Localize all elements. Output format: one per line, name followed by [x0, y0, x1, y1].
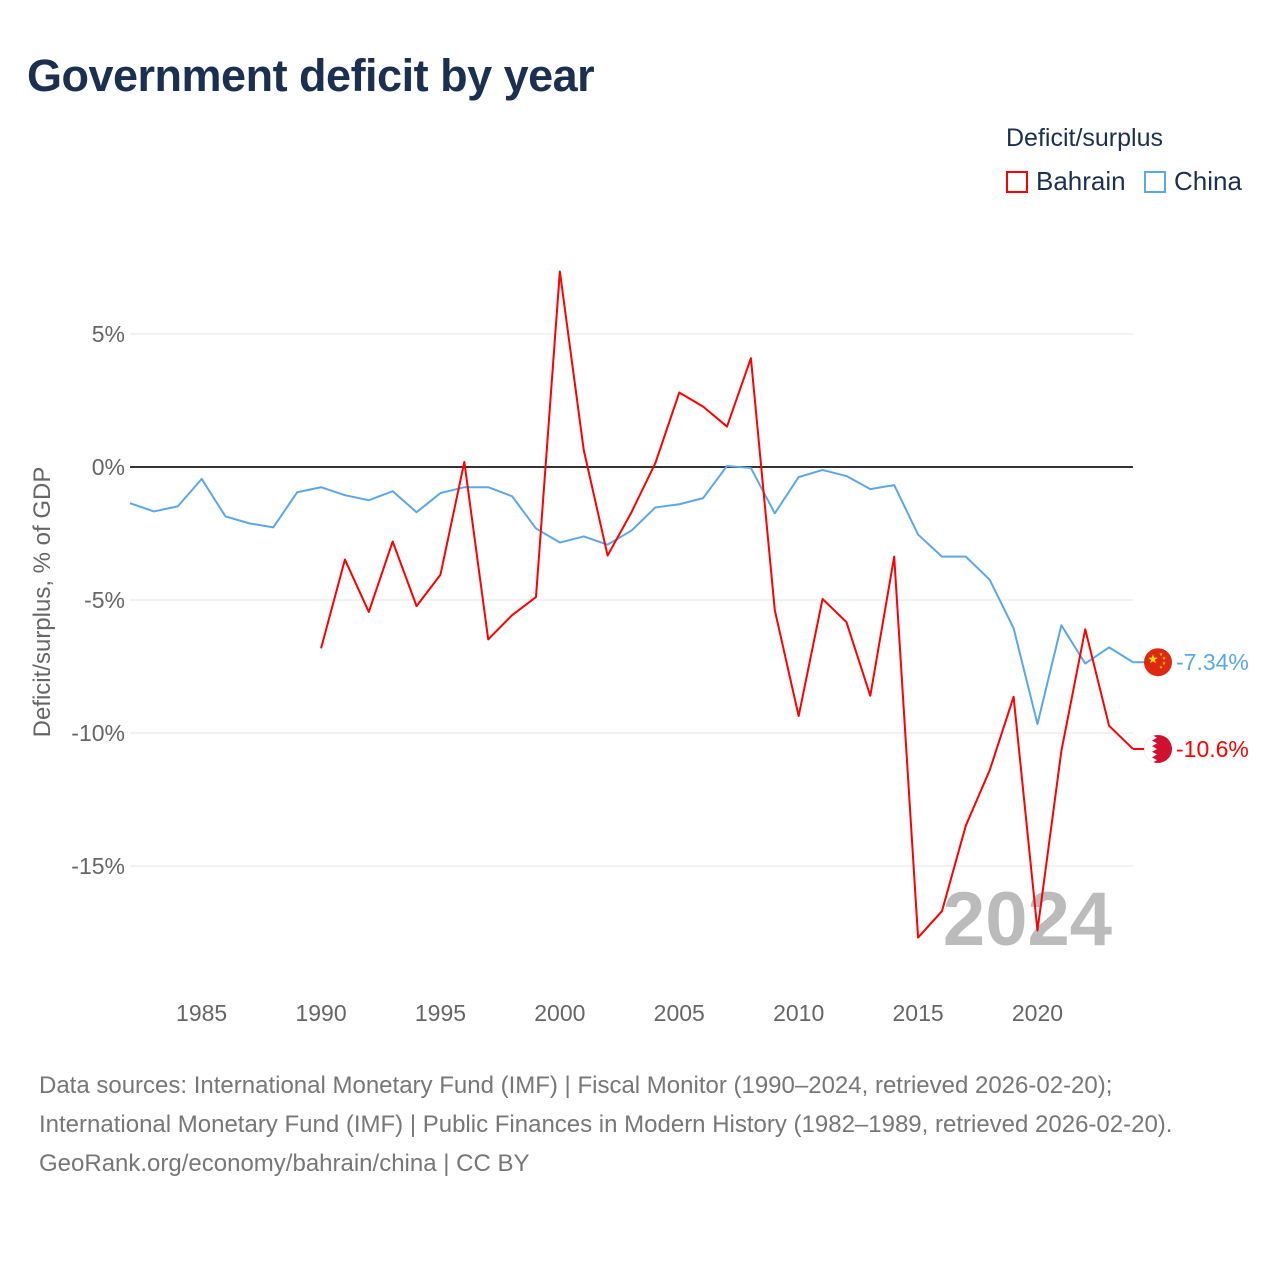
legend-label-bahrain: Bahrain: [1036, 166, 1126, 196]
x-tick-label: 1990: [295, 1000, 346, 1026]
end-value-label-bahrain: -10.6%: [1176, 736, 1249, 762]
flag-star: [1162, 656, 1166, 660]
legend-label-china: China: [1174, 166, 1242, 196]
y-tick-label: 5%: [92, 321, 125, 347]
y-tick-label: -5%: [84, 587, 125, 613]
flag-star: [1159, 652, 1163, 656]
y-axis-label: Deficit/surplus, % of GDP: [29, 467, 56, 738]
x-tick-label: 2000: [534, 1000, 585, 1026]
flag-star: [1148, 654, 1158, 664]
end-value-label-china: -7.34%: [1176, 649, 1249, 675]
legend-swatch-bahrain: [1006, 170, 1028, 193]
x-tick-label: 1985: [176, 1000, 227, 1026]
y-tick-label: -15%: [71, 853, 125, 879]
flag-star: [1162, 661, 1166, 665]
series-line-bahrain: [320, 270, 1134, 939]
footer: Data sources: International Monetary Fun…: [39, 1066, 1239, 1183]
bahrain-flag-icon: [1144, 734, 1172, 763]
credit-link[interactable]: GeoRank.org/economy/bahrain/china | CC B…: [39, 1150, 530, 1177]
legend-item-china[interactable]: China: [1144, 166, 1242, 197]
data-sources: Data sources: International Monetary Fun…: [39, 1072, 1173, 1138]
year-watermark: 2024: [943, 877, 1112, 962]
x-tick-label: 2005: [654, 1000, 705, 1026]
x-tick-label: 2015: [892, 1000, 943, 1026]
flag-star: [1159, 665, 1163, 669]
line-chart: 5% 0% -5% -10% -15% 1985 1990 1995 2000 2005 2010…: [29, 270, 1249, 1026]
chart-title: Government deficit by year: [27, 50, 595, 101]
y-tick-label: -10%: [71, 720, 125, 746]
legend-swatch-china: [1144, 170, 1166, 193]
legend-title: Deficit/surplus: [1006, 124, 1163, 152]
flag-white-band: [1144, 734, 1157, 763]
y-tick-label: 0%: [92, 454, 125, 480]
x-tick-label: 2020: [1012, 1000, 1063, 1026]
flag-circle: [1144, 648, 1172, 677]
x-tick-label: 1995: [415, 1000, 466, 1026]
series-line-china: [129, 464, 1134, 725]
x-tick-label: 2010: [773, 1000, 824, 1026]
china-flag-icon: [1144, 648, 1172, 677]
legend-item-bahrain[interactable]: Bahrain: [1006, 166, 1126, 197]
